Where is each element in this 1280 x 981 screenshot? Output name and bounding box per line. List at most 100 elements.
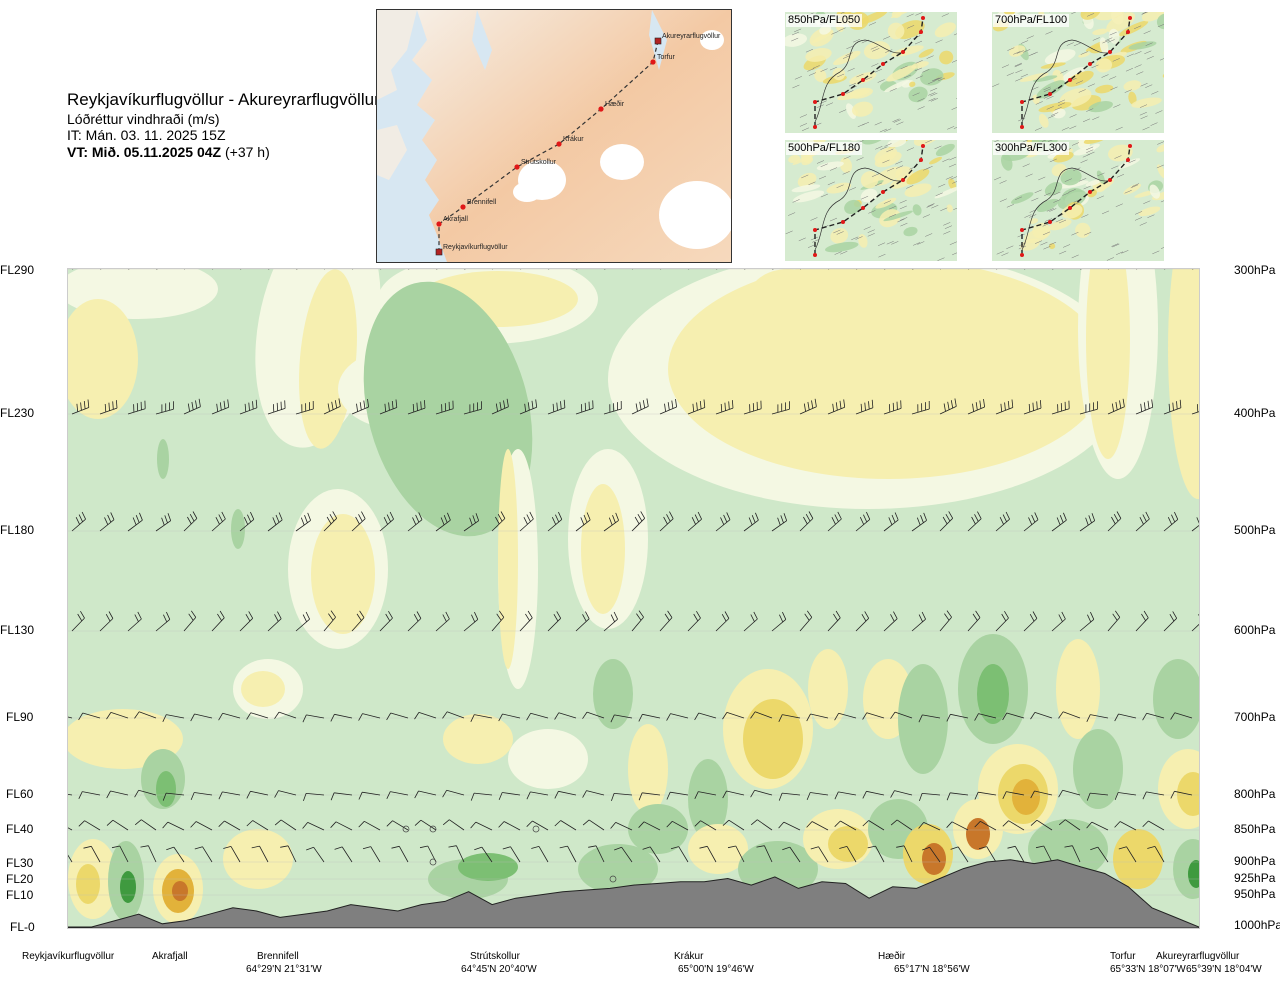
velocity-cell (1168, 269, 1199, 499)
wind-barb (582, 790, 605, 798)
wind-barb (358, 791, 381, 800)
route-map: Akureyrarflugvöllur Torfur Hæðir Krákur Strú… (376, 9, 732, 263)
vertical-velocity-field (68, 269, 1199, 924)
wind-barb (1007, 845, 1025, 863)
velocity-cell (922, 843, 946, 875)
wind-barb (1086, 792, 1109, 801)
wind-barb (302, 714, 325, 723)
wind-barb (867, 845, 885, 863)
wind-barb (106, 790, 129, 799)
velocity-cell (688, 759, 728, 839)
wind-barb (155, 401, 174, 415)
wind-barb (303, 793, 325, 802)
wind-barb (448, 845, 465, 863)
velocity-cell (508, 729, 588, 789)
wind-barb (491, 610, 505, 632)
wind-barb (939, 511, 954, 532)
wind-barb (715, 512, 731, 532)
wind-barb (526, 820, 549, 831)
wind-barb (323, 398, 341, 415)
wind-barb (218, 820, 241, 831)
wind-barb (166, 846, 185, 863)
wind-barb (855, 611, 870, 632)
route-waypoint-marker (436, 221, 442, 227)
wind-barb (839, 846, 857, 863)
wind-barb (134, 819, 157, 831)
calm-marker (429, 858, 437, 866)
wind-barb (995, 399, 1014, 415)
wind-barb (442, 711, 465, 719)
wind-barb (1030, 712, 1053, 720)
velocity-cell (1086, 269, 1130, 459)
wind-barb (386, 791, 409, 799)
wind-barb (974, 791, 997, 800)
wind-barb (498, 821, 521, 831)
wind-barb (575, 400, 594, 415)
wind-barb (218, 791, 241, 800)
chart-title: Reykjavíkurflugvöllur - Akureyrarflugvöl… (67, 90, 380, 109)
wind-barb (896, 845, 913, 863)
wind-barb (414, 790, 437, 799)
wind-barb (722, 790, 745, 799)
valid-time-value: VT: Mið. 05.11.2025 04Z (67, 144, 222, 160)
route-waypoint-marker (435, 248, 443, 256)
velocity-cell (311, 514, 375, 634)
wind-barb (743, 400, 762, 415)
velocity-cell (1056, 639, 1100, 739)
p-tick-300: 300hPa (1234, 263, 1276, 277)
route-map-svg: Akureyrarflugvöllur Torfur Hæðir Krákur Strú… (377, 10, 731, 262)
wind-barb (834, 712, 857, 721)
velocity-cell (1012, 779, 1040, 815)
level-map-500: 500hPa/FL180 (785, 140, 957, 261)
wind-barb (1086, 821, 1109, 831)
wind-barb (211, 399, 230, 415)
wind-barb (330, 713, 353, 722)
wind-barb (799, 398, 817, 415)
wind-barb (995, 610, 1009, 632)
wind-barb (78, 791, 101, 799)
wind-barb (974, 820, 997, 831)
velocity-cell (743, 699, 803, 779)
wind-barb (306, 846, 325, 863)
loc-torfur: Torfur (1110, 951, 1136, 962)
wind-barb (715, 400, 734, 415)
calm-marker (609, 875, 617, 883)
wind-barb (211, 511, 226, 532)
wind-barb (1114, 821, 1137, 831)
velocity-cell (581, 484, 625, 614)
wind-barb (559, 845, 577, 863)
wind-barb (330, 821, 353, 831)
wind-barb (694, 820, 717, 831)
velocity-cell (1153, 659, 1199, 739)
level-map-700: 700hPa/FL100 (992, 12, 1164, 133)
wind-barb (771, 401, 790, 415)
wind-barb (603, 512, 619, 532)
wind-barb (827, 610, 841, 632)
wind-barb (223, 846, 241, 863)
wind-barb (918, 714, 941, 723)
wind-barb (743, 611, 758, 632)
wind-barb (239, 511, 255, 532)
wind-barb (1079, 401, 1098, 415)
velocity-cell (966, 818, 990, 850)
wind-barb (162, 821, 185, 831)
wind-barb (883, 611, 898, 632)
wind-barb (211, 610, 225, 632)
velocity-cell (231, 509, 245, 549)
cross-section-svg (68, 269, 1199, 928)
velocity-cell (688, 824, 748, 874)
fl-tick-290: FL290 (0, 263, 35, 277)
wind-barb (911, 512, 927, 532)
wind-barb (267, 611, 282, 632)
fl-tick-40: FL40 (6, 822, 34, 836)
wind-barb (274, 711, 297, 719)
velocity-cell (808, 649, 848, 729)
wind-barb (666, 820, 689, 831)
wind-barb (967, 399, 985, 415)
wind-barb (127, 512, 143, 532)
fl-tick-130: FL130 (0, 623, 35, 637)
route-waypoint-marker (514, 164, 520, 170)
wind-barb (810, 846, 829, 863)
wind-barb (834, 791, 857, 800)
wind-barb (582, 711, 605, 719)
